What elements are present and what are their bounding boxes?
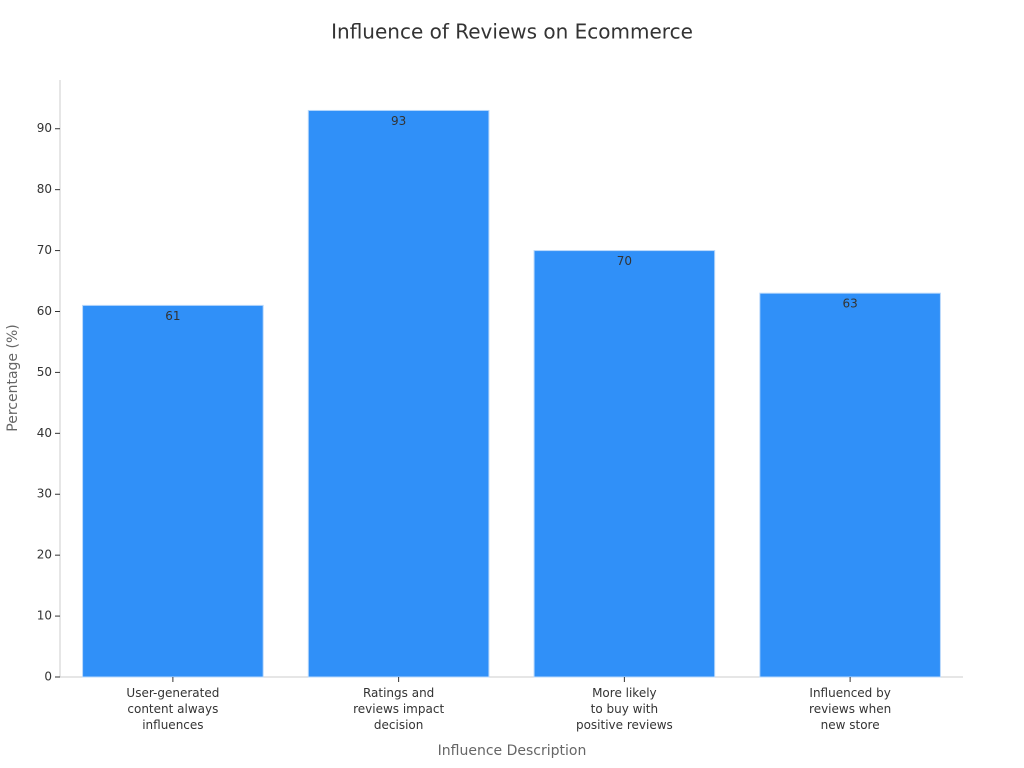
value-label: 70 xyxy=(617,254,632,268)
x-axis-label: Influence Description xyxy=(438,743,587,759)
x-tick-label: User-generated content always influences xyxy=(126,686,220,732)
y-axis-label: Percentage (%) xyxy=(5,324,21,431)
y-tick-label: 50 xyxy=(37,365,52,379)
y-tick-label: 40 xyxy=(37,426,52,440)
x-tick-label: More likely to buy with positive reviews xyxy=(575,686,673,732)
y-tick-label: 80 xyxy=(37,182,52,196)
y-tick-label: 70 xyxy=(37,243,52,257)
y-tick-label: 0 xyxy=(44,670,52,684)
y-tick-label: 20 xyxy=(37,548,52,562)
value-label: 61 xyxy=(165,309,180,323)
y-tick-label: 30 xyxy=(37,487,52,501)
value-label: 93 xyxy=(391,114,406,128)
chart-title: Influence of Reviews on Ecommerce xyxy=(331,20,693,44)
y-tick-label: 90 xyxy=(37,121,52,135)
y-tick-label: 10 xyxy=(37,609,52,623)
value-label: 63 xyxy=(842,297,857,311)
bar xyxy=(307,109,490,678)
bar xyxy=(759,292,941,678)
bar xyxy=(82,304,264,678)
x-tick-label: Influenced by reviews when new store xyxy=(809,686,892,732)
x-tick-label: Ratings and reviews impact decision xyxy=(353,686,445,732)
bar xyxy=(533,250,716,678)
y-tick-label: 60 xyxy=(37,304,52,318)
